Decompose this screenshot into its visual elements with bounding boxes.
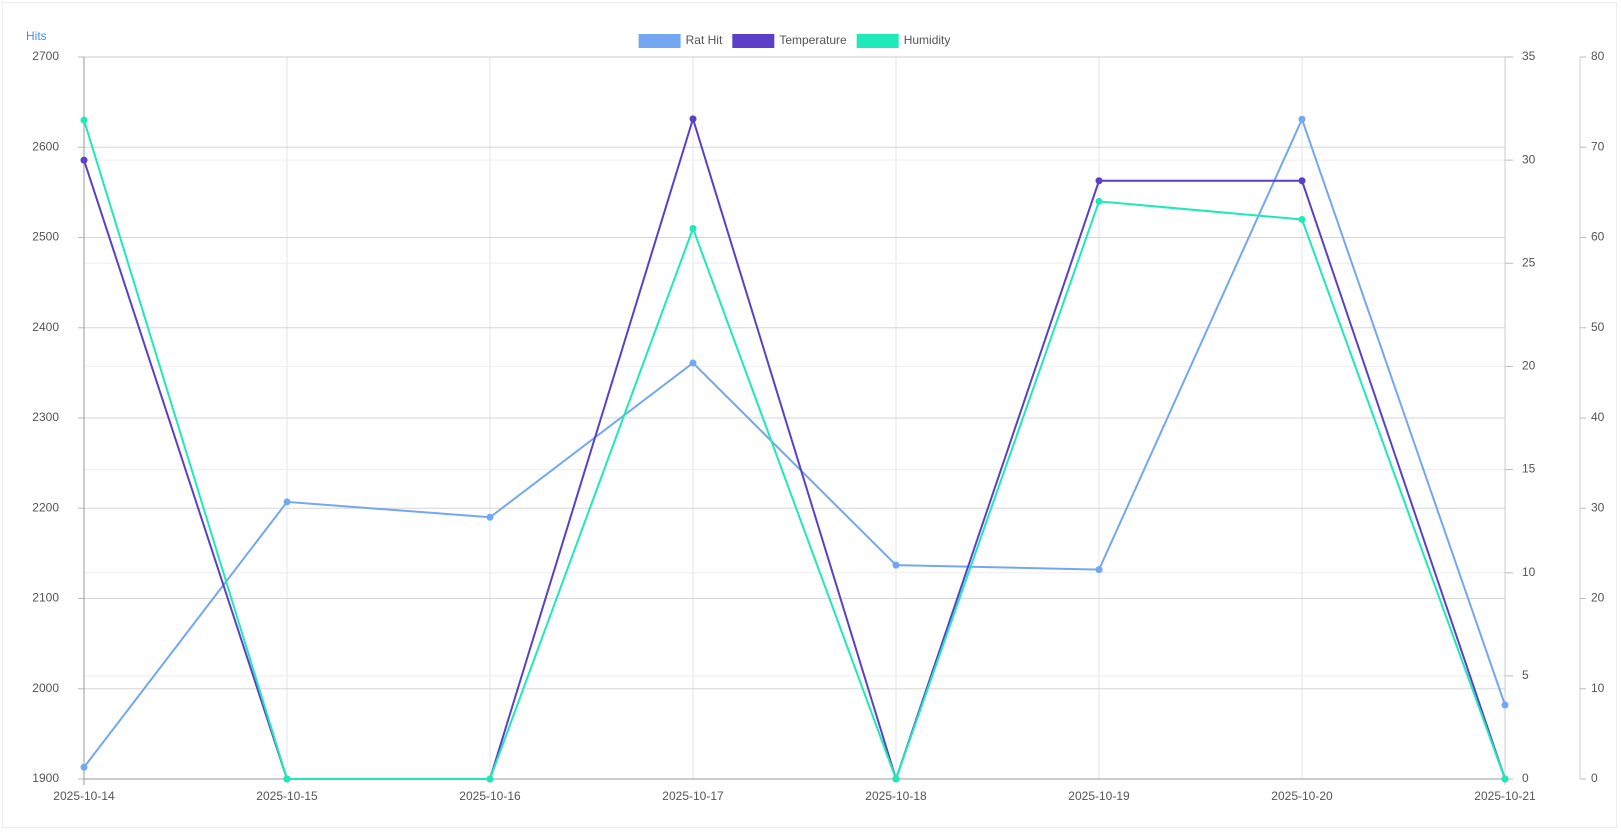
y3-tick-label: 30 <box>1591 500 1605 514</box>
legend-label: Temperature <box>779 33 847 47</box>
y-tick-label: 2200 <box>32 500 59 514</box>
x-tick-label: 2025-10-15 <box>256 789 318 803</box>
y-tick-label: 2100 <box>32 591 59 605</box>
point <box>689 224 697 232</box>
point <box>892 775 900 783</box>
y2-tick-label: 30 <box>1522 152 1536 166</box>
legend-swatch <box>638 34 681 48</box>
y3-tick-label: 80 <box>1591 49 1605 63</box>
y3-tick-label: 0 <box>1591 771 1598 785</box>
y3-tick-label: 10 <box>1591 681 1605 695</box>
legend-label: Rat Hit <box>686 33 723 47</box>
y3-tick-label: 70 <box>1591 139 1605 153</box>
x-tick-label: 2025-10-19 <box>1068 789 1130 803</box>
line <box>83 119 1506 782</box>
y-tick-label: 2000 <box>32 681 59 695</box>
y-tick-label: 2600 <box>32 139 59 153</box>
y2-tick-label: 0 <box>1522 771 1529 785</box>
point <box>1095 197 1103 205</box>
point <box>689 115 697 123</box>
point <box>283 775 291 783</box>
point <box>1501 775 1509 783</box>
y-tick-label: 2300 <box>32 410 59 424</box>
point <box>80 156 88 164</box>
y2-tick-label: 20 <box>1522 359 1536 373</box>
point <box>892 561 900 569</box>
y-tick-label: 2400 <box>32 320 59 334</box>
y-tick-label: 2500 <box>32 230 59 244</box>
y2-tick-label: 15 <box>1522 462 1536 476</box>
point <box>486 775 494 783</box>
point <box>283 498 291 506</box>
y3-tick-label: 40 <box>1591 410 1605 424</box>
point <box>80 116 88 124</box>
line <box>83 116 1506 768</box>
point <box>1095 566 1103 574</box>
point <box>80 763 88 771</box>
x-tick-label: 2025-10-16 <box>459 789 521 803</box>
legend-swatch <box>856 34 899 48</box>
y2-tick-label: 10 <box>1522 565 1536 579</box>
y3-tick-label: 20 <box>1591 591 1605 605</box>
x-tick-label: 2025-10-17 <box>662 789 724 803</box>
y2-tick-label: 5 <box>1522 668 1529 682</box>
x-tick-label: 2025-10-18 <box>865 789 927 803</box>
y2-tick-label: 35 <box>1522 49 1536 63</box>
y-tick-label: 2700 <box>32 49 59 63</box>
point <box>1501 701 1509 709</box>
y3-tick-label: 60 <box>1591 230 1605 244</box>
point <box>1298 115 1306 123</box>
y3-tick-label: 50 <box>1591 320 1605 334</box>
x-tick-label: 2025-10-21 <box>1474 789 1536 803</box>
point <box>486 513 494 521</box>
point <box>689 359 697 367</box>
y2-tick-label: 25 <box>1522 255 1536 269</box>
x-tick-label: 2025-10-20 <box>1271 789 1333 803</box>
point <box>1298 215 1306 223</box>
legend-swatch <box>732 34 775 48</box>
y-tick-label: 1900 <box>32 771 59 785</box>
x-tick-label: 2025-10-14 <box>53 789 115 803</box>
legend-label: Humidity <box>904 33 951 47</box>
point <box>1298 177 1306 185</box>
point <box>1095 177 1103 185</box>
y-axis-title: Hits <box>26 29 47 43</box>
